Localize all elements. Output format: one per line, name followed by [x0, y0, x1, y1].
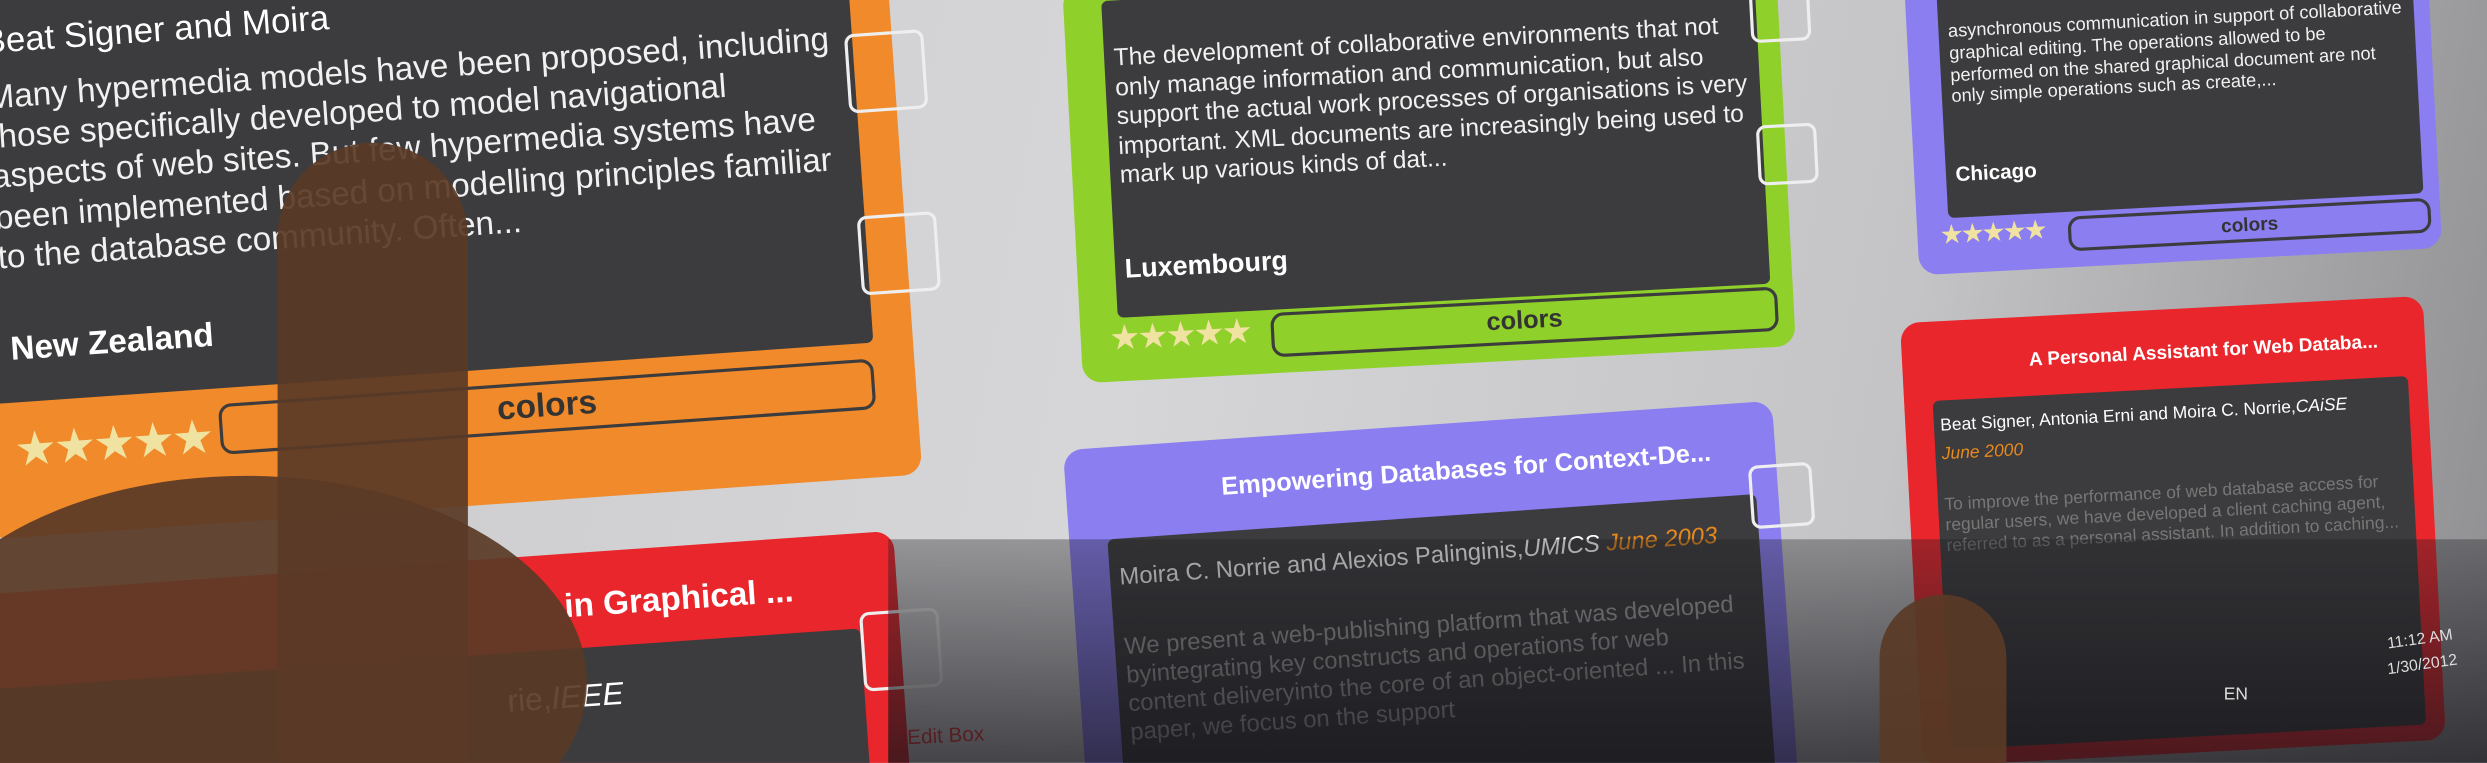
card-content: The development of collaborative environ… — [1101, 0, 1771, 318]
card-authors: Beat Signer and Moira — [0, 0, 331, 62]
date: June 2000 — [1941, 440, 2024, 465]
card-content: asynchronous communication in support of… — [1936, 0, 2424, 219]
authors: Beat Signer, Antonia Erni and Moira C. N… — [1939, 397, 2297, 436]
card-title: A Personal Assistant for Web Databa... — [2028, 330, 2379, 371]
card-abstract: The development of collaborative environ… — [1112, 13, 1748, 190]
card-location: Chicago — [1954, 157, 2038, 186]
side-box[interactable] — [856, 210, 942, 296]
card-location: New Zealand — [9, 317, 215, 368]
card-authors: Beat Signer, Antonia Erni and Moira C. N… — [1940, 395, 2348, 435]
side-box[interactable] — [843, 28, 929, 114]
rating-stars[interactable]: ★★★★★ — [1938, 214, 2046, 251]
card-location: Luxembourg — [1123, 245, 1289, 285]
venue: CAiSE — [2295, 395, 2348, 417]
card-title: in Graphical ... — [563, 572, 795, 626]
side-box[interactable] — [1748, 0, 1812, 44]
rating-stars[interactable]: ★★★★★ — [12, 411, 214, 478]
card-abstract: asynchronous communication in support of… — [1947, 0, 2403, 108]
card: The development of collaborative environ… — [1062, 0, 1820, 384]
hand — [0, 475, 587, 763]
card: asynchronous communication in support of… — [1903, 0, 2443, 276]
side-box[interactable] — [1747, 461, 1816, 530]
side-box[interactable] — [1755, 122, 1820, 186]
finger — [1879, 594, 2007, 763]
card-title: Empowering Databases for Context-De... — [1220, 440, 1712, 502]
taskbar-language[interactable]: EN — [2223, 685, 2248, 705]
taskbar — [888, 539, 2487, 763]
rating-stars[interactable]: ★★★★★ — [1108, 311, 1251, 358]
